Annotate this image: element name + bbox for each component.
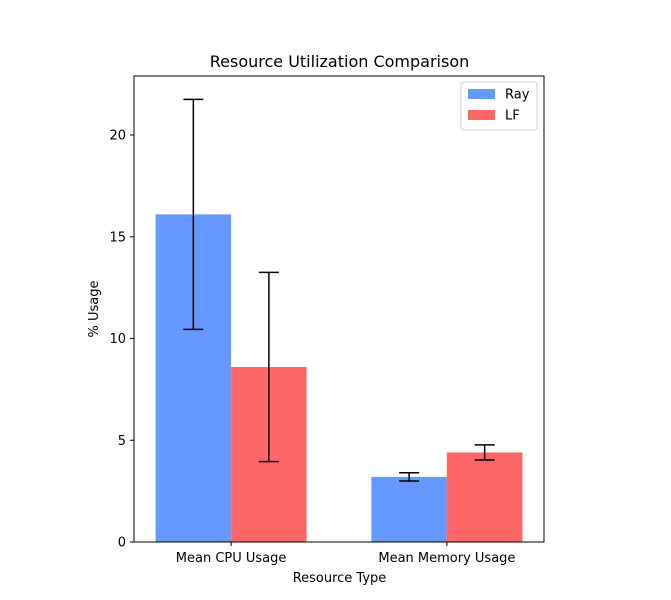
y-tick-label: 20 bbox=[109, 129, 126, 144]
legend-swatch-lf bbox=[468, 110, 495, 120]
error-bar-lf-mean-memory-usage bbox=[474, 444, 495, 461]
x-axis-label: Resource Type bbox=[293, 571, 387, 586]
y-axis-label: % Usage bbox=[87, 281, 102, 338]
legend-label-ray: Ray bbox=[505, 88, 530, 103]
plot-frame bbox=[133, 75, 545, 543]
x-tick-label: Mean Memory Usage bbox=[378, 551, 515, 566]
x-axis: Mean CPU Usage Mean Memory Usage bbox=[176, 542, 515, 566]
x-tick-label: Mean CPU Usage bbox=[176, 551, 287, 566]
error-bar-lf-mean-cpu-usage bbox=[258, 271, 279, 463]
y-axis: 0 5 10 15 20 bbox=[109, 129, 134, 551]
y-tick-label: 5 bbox=[118, 434, 126, 449]
error-bar-ray-mean-cpu-usage bbox=[183, 98, 204, 331]
y-tick-label: 15 bbox=[109, 230, 126, 245]
legend-swatch-ray bbox=[468, 89, 495, 99]
y-tick-label: 10 bbox=[109, 332, 126, 347]
legend: Ray LF bbox=[460, 81, 538, 131]
bar-ray-mean-memory-usage bbox=[371, 476, 447, 542]
chart-title: Resource Utilization Comparison bbox=[210, 52, 470, 71]
bar-lf-mean-memory-usage bbox=[446, 452, 523, 542]
legend-label-lf: LF bbox=[505, 109, 520, 124]
plot-area bbox=[133, 75, 545, 543]
error-bar-ray-mean-memory-usage bbox=[399, 472, 420, 482]
y-tick-label: 0 bbox=[118, 536, 126, 551]
